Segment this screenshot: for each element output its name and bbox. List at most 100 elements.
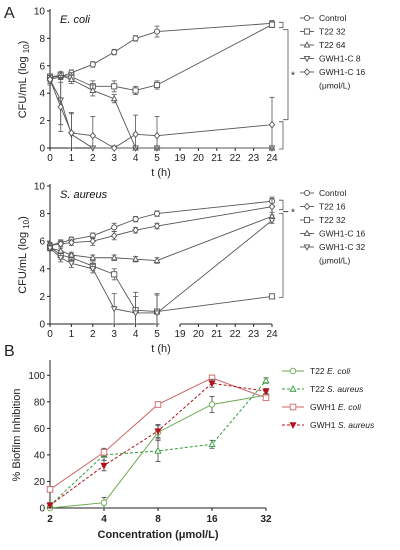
y-axis-title: CFU/mL (log 10) xyxy=(17,216,31,294)
data-point xyxy=(132,255,139,262)
x-tick-label: 1 xyxy=(69,153,75,164)
panel-label-b: B xyxy=(4,343,15,360)
data-point xyxy=(208,380,216,388)
data-point xyxy=(46,486,54,493)
data-point xyxy=(132,87,139,94)
data-point xyxy=(68,251,75,258)
bracket-outer xyxy=(283,29,289,121)
data-point xyxy=(89,266,97,273)
series-t22-16: T22 16 xyxy=(46,198,346,250)
data-point xyxy=(268,293,276,300)
x-tick-label: 20 xyxy=(193,153,205,164)
x-tick-label: 21 xyxy=(211,329,223,340)
legend-label: T22 64 xyxy=(319,40,346,50)
organism-label: E. coli xyxy=(60,14,91,26)
y-tick-label: 4 xyxy=(39,264,45,275)
legend-label: GWH1-C 32 xyxy=(319,242,366,252)
series-line xyxy=(49,79,158,149)
data-point xyxy=(110,94,118,102)
data-point xyxy=(68,260,75,268)
y-tick-label: 2 xyxy=(39,116,45,127)
data-point xyxy=(111,224,118,231)
legend-label-agent: GWH1 xyxy=(310,402,338,412)
data-point xyxy=(154,428,162,436)
legend-label-organism: E. coli xyxy=(327,366,351,376)
legend-label-organism: E. coli xyxy=(338,402,362,412)
data-point xyxy=(89,86,97,93)
data-point xyxy=(89,253,97,261)
legend-marker xyxy=(303,216,311,224)
legend-marker xyxy=(289,403,297,411)
series-line-gap xyxy=(156,220,273,314)
legend-label-organism: S. aureus xyxy=(327,384,364,394)
data-point xyxy=(46,245,54,252)
x-tick-label: 2 xyxy=(90,153,96,164)
legend-label: T22 S. aureus xyxy=(310,384,364,394)
data-point xyxy=(57,255,65,262)
x-tick-label: 5 xyxy=(154,329,160,340)
legend-marker xyxy=(303,41,311,48)
legend-label: GWH1 E. coli xyxy=(310,402,362,412)
data-point xyxy=(153,256,161,264)
x-tick-label: 4 xyxy=(133,153,139,164)
x-tick-label: 32 xyxy=(260,514,272,525)
x-tick-label: 3 xyxy=(111,329,117,340)
x-tick-label: 4 xyxy=(133,329,139,340)
y-tick-label: 60 xyxy=(34,424,46,435)
legend-label: GWH1-C 16 xyxy=(319,67,366,77)
series-gwh1-e-coli: GWH1 E. coli xyxy=(46,374,362,493)
data-point xyxy=(111,144,118,152)
legend-label: T22 32 xyxy=(319,215,346,225)
series-line xyxy=(49,225,158,246)
series-line-gap xyxy=(156,200,273,215)
legend-marker xyxy=(303,202,311,211)
data-point xyxy=(89,237,96,246)
series-line-gap xyxy=(156,215,273,261)
x-tick-label: 0 xyxy=(47,329,53,340)
significance-star: * xyxy=(291,208,295,219)
x-tick-label: 22 xyxy=(230,329,242,340)
legend-marker xyxy=(303,55,311,63)
data-point xyxy=(100,462,108,470)
data-point xyxy=(154,401,162,408)
x-tick-label: 1 xyxy=(69,329,75,340)
y-axis-title: % Biofilm Inhibition xyxy=(11,389,23,482)
bracket-upper xyxy=(279,21,284,29)
y-tick-label: 20 xyxy=(34,477,46,488)
x-tick-label: 20 xyxy=(193,329,205,340)
x-tick-label: 3 xyxy=(111,153,117,164)
x-axis-title: Concentration (μmol/L) xyxy=(98,529,219,541)
y-tick-label: 6 xyxy=(39,61,45,72)
data-point xyxy=(132,216,139,223)
data-point xyxy=(46,502,54,510)
x-tick-label: 23 xyxy=(248,329,260,340)
y-axis-title-main: CFU/mL (log xyxy=(17,229,29,294)
series-line xyxy=(49,31,158,80)
x-axis-title: t (h) xyxy=(151,167,171,179)
bracket-lower xyxy=(279,121,284,150)
legend-label-organism: S. aureus xyxy=(338,420,375,430)
y-tick-label: 0 xyxy=(39,504,45,515)
series-line-gap xyxy=(156,24,273,86)
legend-label: T22 E. coli xyxy=(310,366,351,376)
legend-unit-note: (μmol/L) xyxy=(319,256,351,266)
organism-label: S. aureus xyxy=(60,189,108,201)
y-tick-label: 8 xyxy=(39,34,45,45)
x-tick-label: 24 xyxy=(266,153,278,164)
y-tick-label: 100 xyxy=(28,371,45,382)
legend-marker xyxy=(303,68,311,76)
data-point xyxy=(89,61,96,68)
series-gwh1-c-16: GWH1-C 16 xyxy=(46,67,366,152)
y-axis-title-main: CFU/mL (log xyxy=(17,53,29,118)
legend-label-agent: GWH1 xyxy=(310,420,338,430)
y-tick-label: 4 xyxy=(39,89,45,100)
data-point xyxy=(132,310,139,317)
y-axis-title-sub: 10 xyxy=(22,219,31,228)
x-tick-label: 19 xyxy=(174,153,186,164)
legend-marker xyxy=(303,244,311,251)
y-axis-title-close: ) xyxy=(17,41,29,45)
legend-unit-note: (μmol/L) xyxy=(319,81,351,91)
y-tick-label: 10 xyxy=(34,182,46,193)
